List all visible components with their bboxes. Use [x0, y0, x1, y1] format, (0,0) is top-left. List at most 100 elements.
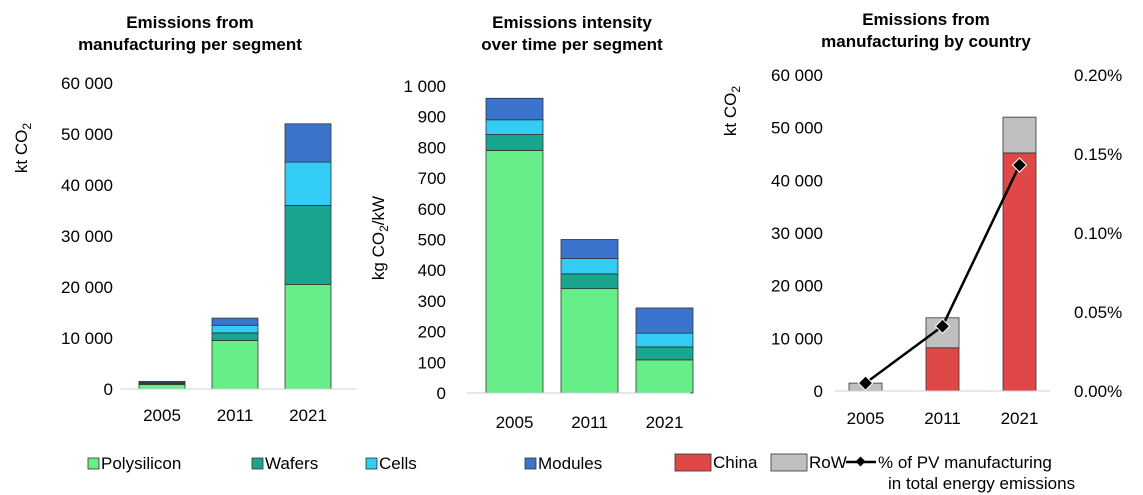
y2-tick-label: 0.15%: [1074, 145, 1122, 164]
share-line-marker: [857, 375, 874, 391]
y-axis-ticks: 0 100 200 300 400 500 600 700 800 900 1 000: [403, 77, 446, 403]
y-axis-label: kt CO2: [721, 86, 743, 136]
bar-segment-polysilicon-2005: [138, 384, 186, 390]
y-tick-label: 0: [814, 382, 823, 401]
x-tick-label: 2021: [646, 413, 684, 432]
legend-swatch-modules: [524, 457, 537, 470]
chart-panel-segment-emissions: Emissions from manufacturing per segment…: [12, 13, 356, 425]
legend-label-line-2: in total energy emissions: [888, 474, 1075, 493]
y-tick-label: 50 000: [771, 119, 823, 138]
y-tick-label: 900: [418, 108, 446, 127]
y-axis-label: kt CO2: [12, 123, 34, 173]
y-tick-label: 60 000: [771, 66, 823, 85]
bar-segment-wafers-2011: [560, 273, 619, 290]
chart-title-line1: Emissions from: [862, 10, 990, 29]
share-line-marker: [934, 318, 951, 334]
y-tick-label: 60 000: [61, 74, 113, 93]
bar-segment-cells-2011: [560, 258, 619, 275]
y-tick-label: 500: [418, 231, 446, 250]
y-axis-label: kg CO2/kW: [369, 196, 391, 280]
y-tick-label: 0: [104, 380, 113, 399]
x-axis-ticks: 2005 2011 2021: [847, 409, 1039, 428]
x-tick-label: 2011: [571, 413, 608, 432]
y-tick-label: 200: [418, 323, 446, 342]
chart-title-line1: Emissions intensity: [492, 13, 652, 32]
bars: [138, 123, 332, 390]
y-axis-ticks: 0 10 000 20 000 30 000 40 000 50 000 60 000: [61, 74, 113, 399]
y-tick-label: 600: [418, 200, 446, 219]
y-axis-ticks: 0 10 000 20 000 30 000 40 000 50 000 60 000: [771, 66, 823, 401]
bar-segment-cells-2011: [211, 324, 259, 334]
legend-label-cells: Cells: [379, 454, 417, 473]
bar-segment-modules-2011: [211, 317, 259, 326]
y-tick-label: 50 000: [61, 125, 113, 144]
x-tick-label: 2011: [217, 406, 254, 425]
y-tick-label: 400: [418, 261, 446, 280]
y2-tick-label: 0.00%: [1074, 382, 1122, 401]
x-tick-label: 2005: [496, 413, 534, 432]
bar-segment-modules-2021: [635, 307, 694, 334]
y-tick-label: 10 000: [61, 329, 113, 348]
share-line-series: [857, 157, 1028, 391]
bar-segment-modules-2011: [560, 239, 619, 259]
bar-segment-wafers-2011: [211, 332, 259, 341]
x-tick-label: 2005: [847, 409, 885, 428]
y-tick-label: 40 000: [61, 176, 113, 195]
legend-label-modules: Modules: [538, 454, 602, 473]
legend-label-china: China: [713, 453, 758, 472]
y-tick-label: 20 000: [61, 278, 113, 297]
bar-segment-polysilicon-2021: [284, 284, 332, 390]
y-tick-label: 20 000: [771, 277, 823, 296]
bar-segment-cells-2005: [485, 119, 544, 135]
bar-segment-modules-2005: [138, 380, 186, 384]
legend-label-wafers: Wafers: [265, 454, 318, 473]
bar-segment-wafers-2021: [284, 204, 332, 285]
legend-label-polysilicon: Polysilicon: [101, 454, 181, 473]
legend-swatch-china: [674, 453, 712, 472]
bar-segment-polysilicon-2011: [211, 340, 259, 390]
bar-segment-wafers-2021: [635, 346, 694, 361]
y2-tick-label: 0.10%: [1074, 224, 1122, 243]
legend-swatch-row: [770, 453, 808, 472]
y-tick-label: 800: [418, 138, 446, 157]
bars: [848, 116, 1037, 392]
x-tick-label: 2021: [1001, 409, 1039, 428]
x-axis-ticks: 2005 2011 2021: [496, 413, 684, 432]
y-tick-label: 40 000: [771, 171, 823, 190]
x-axis-ticks: 2005 2011 2021: [143, 406, 327, 425]
y-tick-label: 30 000: [61, 227, 113, 246]
chart-title-line2: over time per segment: [481, 35, 663, 54]
y-tick-label: 30 000: [771, 224, 823, 243]
share-line-marker: [1011, 157, 1028, 173]
bar-segment-polysilicon-2005: [485, 150, 544, 394]
y2-tick-label: 0.20%: [1074, 66, 1122, 85]
bar-segment-row-2021: [1002, 116, 1037, 154]
legend-swatch-cells: [365, 457, 378, 470]
legend-country: China RoW % of PV manufacturing in total…: [674, 453, 1075, 493]
y2-tick-label: 0.05%: [1074, 303, 1122, 322]
bar-segment-modules-2021: [284, 123, 332, 163]
y-tick-label: 0: [437, 384, 446, 403]
chart-panel-country-emissions: Emissions from manufacturing by country …: [721, 10, 1122, 428]
bar-segment-wafers-2005: [485, 134, 544, 151]
chart-title-line1: Emissions from: [126, 13, 254, 32]
chart-title-line2: manufacturing by country: [821, 32, 1031, 51]
bar-segment-china-2011: [925, 347, 960, 392]
bar-segment-china-2021: [1002, 152, 1037, 392]
bar-segment-polysilicon-2021: [635, 359, 694, 394]
bar-segment-polysilicon-2011: [560, 288, 619, 394]
bars: [485, 97, 694, 394]
y2-axis-ticks: 0.00% 0.05% 0.10% 0.15% 0.20%: [1074, 66, 1122, 401]
chart-title-line2: manufacturing per segment: [78, 35, 302, 54]
legend-swatch-polysilicon: [87, 457, 100, 470]
bar-segment-cells-2021: [635, 332, 694, 348]
x-tick-label: 2011: [924, 409, 961, 428]
x-tick-label: 2005: [143, 406, 181, 425]
x-tick-label: 2021: [289, 406, 327, 425]
chart-panel-intensity: Emissions intensity over time per segmen…: [369, 13, 694, 432]
legend-swatch-wafers: [251, 457, 264, 470]
legend-marker-sample: [855, 456, 866, 467]
legend-label-line-1: % of PV manufacturing: [878, 453, 1052, 472]
bar-segment-modules-2005: [485, 97, 544, 121]
